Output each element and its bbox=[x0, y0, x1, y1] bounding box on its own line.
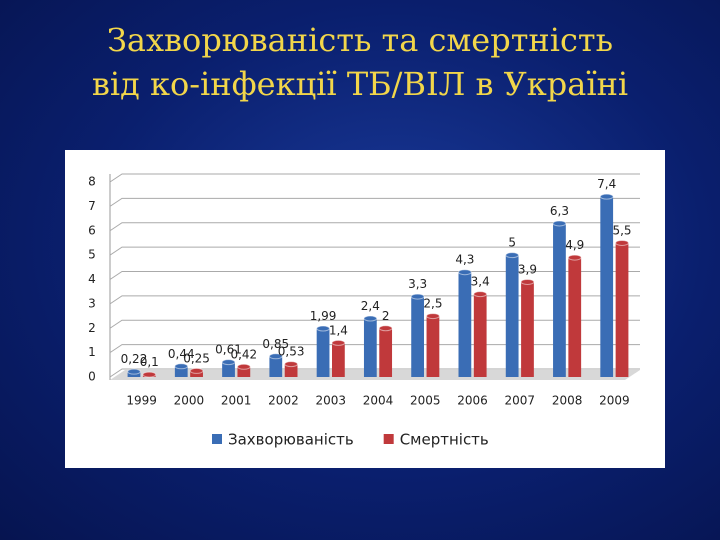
bar bbox=[521, 281, 534, 377]
x-tick-label: 2000 bbox=[174, 394, 205, 408]
bar-cap bbox=[189, 367, 204, 374]
x-tick-label: 2001 bbox=[221, 394, 252, 408]
data-label: 3,3 bbox=[408, 277, 427, 291]
bar bbox=[411, 296, 424, 377]
bar bbox=[600, 196, 614, 377]
bar-cap bbox=[520, 278, 535, 285]
bar bbox=[553, 223, 566, 377]
bar bbox=[615, 242, 629, 377]
data-label: 0,42 bbox=[230, 347, 257, 361]
x-tick-label: 2005 bbox=[410, 394, 441, 408]
grid-line bbox=[109, 246, 640, 256]
bar-cap bbox=[284, 361, 298, 368]
bar-cap bbox=[410, 293, 425, 300]
grid-line bbox=[109, 222, 640, 232]
bar bbox=[237, 366, 251, 377]
bar bbox=[316, 328, 330, 377]
bar-cap bbox=[615, 239, 629, 246]
data-label: 5,5 bbox=[612, 223, 631, 237]
data-label: 1,4 bbox=[329, 323, 348, 337]
bar-cap bbox=[174, 363, 189, 370]
bar bbox=[332, 342, 345, 377]
y-tick-label: 8 bbox=[88, 175, 96, 189]
legend-swatch bbox=[383, 434, 394, 444]
bar-cap bbox=[331, 339, 346, 346]
data-label: 0,85 bbox=[262, 337, 289, 351]
legend-swatch bbox=[212, 434, 222, 444]
data-label: 7,4 bbox=[597, 177, 616, 191]
bar bbox=[505, 255, 519, 377]
title-line: від ко-інфекції ТБ/ВІЛ в Україні bbox=[91, 65, 629, 103]
slide-title: Захворюваність та смертність від ко-інфе… bbox=[0, 18, 720, 106]
bar-cap bbox=[599, 193, 614, 200]
data-label: 0,61 bbox=[215, 343, 242, 357]
y-tick-label: 0 bbox=[88, 370, 96, 384]
bar bbox=[458, 272, 472, 377]
data-label: 5 bbox=[508, 236, 516, 250]
bar-cap bbox=[378, 325, 393, 332]
bar bbox=[426, 316, 440, 377]
x-tick-label: 1999 bbox=[126, 394, 157, 408]
bar bbox=[363, 318, 377, 377]
grid-line bbox=[109, 197, 640, 207]
bar bbox=[174, 366, 188, 377]
bar bbox=[379, 328, 393, 377]
y-tick-label: 5 bbox=[88, 248, 96, 262]
data-label: 2,4 bbox=[361, 299, 380, 313]
data-label: 0,1 bbox=[140, 355, 159, 369]
data-label: 2 bbox=[382, 309, 390, 323]
data-label: 0,44 bbox=[168, 347, 195, 361]
data-label: 4,9 bbox=[565, 238, 584, 252]
x-tick-label: 2003 bbox=[315, 394, 346, 408]
data-label: 0,22 bbox=[121, 352, 148, 366]
bar-cap bbox=[363, 315, 378, 322]
bar-cap bbox=[127, 368, 141, 375]
bar bbox=[284, 364, 298, 377]
bar-cap bbox=[458, 269, 472, 276]
y-tick-label: 3 bbox=[88, 296, 96, 310]
x-tick-label: 2007 bbox=[505, 394, 536, 408]
x-tick-label: 2006 bbox=[457, 394, 488, 408]
grid-line bbox=[109, 173, 640, 183]
bar-cap bbox=[316, 325, 330, 332]
bar-cap bbox=[473, 291, 488, 298]
y-tick-label: 2 bbox=[88, 321, 96, 335]
bar-cap bbox=[505, 252, 520, 259]
legend-label: Захворюваність bbox=[228, 431, 354, 449]
x-tick-label: 2009 bbox=[599, 394, 630, 408]
data-label: 0,53 bbox=[278, 345, 305, 359]
data-label: 0,25 bbox=[183, 351, 210, 365]
bar-cap bbox=[426, 313, 440, 320]
data-label: 2,5 bbox=[423, 297, 442, 311]
bar-cap bbox=[268, 353, 283, 360]
x-tick-label: 2008 bbox=[552, 394, 583, 408]
bar-cap bbox=[142, 371, 157, 378]
bar-cap bbox=[221, 359, 236, 366]
bar-cap bbox=[552, 220, 567, 227]
y-tick-label: 4 bbox=[88, 272, 96, 286]
bar-cap bbox=[236, 363, 251, 370]
y-tick-label: 7 bbox=[88, 199, 96, 213]
bar bbox=[568, 257, 582, 377]
x-tick-label: 2002 bbox=[268, 394, 299, 408]
data-label: 6,3 bbox=[550, 204, 569, 218]
bar bbox=[473, 294, 487, 377]
bar bbox=[190, 370, 203, 377]
x-tick-label: 2004 bbox=[363, 394, 394, 408]
data-label: 4,3 bbox=[455, 253, 474, 267]
legend-label: Смертність bbox=[400, 431, 489, 449]
bar bbox=[269, 356, 283, 377]
data-label: 3,9 bbox=[518, 262, 537, 276]
data-label: 3,4 bbox=[471, 275, 490, 289]
y-tick-label: 1 bbox=[88, 345, 96, 359]
title-line: Захворюваність та смертність bbox=[106, 21, 614, 59]
bar bbox=[222, 362, 235, 377]
bar-cap bbox=[567, 254, 582, 261]
y-tick-label: 6 bbox=[88, 223, 96, 237]
data-label: 1,99 bbox=[310, 309, 337, 323]
